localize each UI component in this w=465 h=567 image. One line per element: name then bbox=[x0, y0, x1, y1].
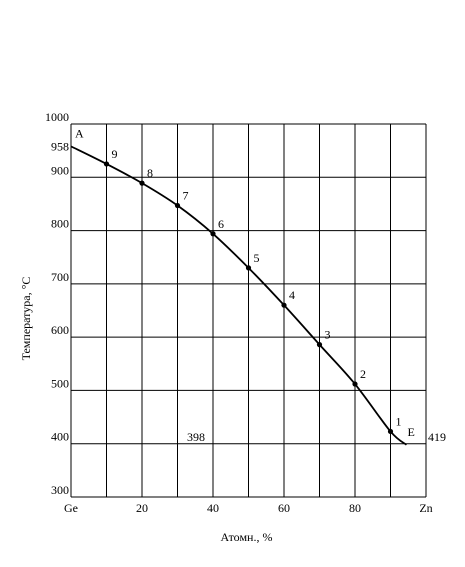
data-point-3 bbox=[316, 342, 323, 348]
x-tick-label-60: 60 bbox=[278, 501, 290, 515]
point-label-2: 2 bbox=[360, 367, 366, 381]
data-point-6 bbox=[210, 231, 216, 237]
point-label-1: 1 bbox=[396, 414, 402, 428]
data-point-8 bbox=[139, 180, 145, 186]
annotation-E: E bbox=[407, 425, 414, 439]
y-tick-label-300: 300 bbox=[51, 483, 69, 497]
data-point-1 bbox=[387, 428, 394, 435]
annotation-398: 398 bbox=[187, 430, 205, 444]
data-point-5 bbox=[245, 265, 252, 271]
y-axis-title: Температура, °C bbox=[19, 277, 33, 361]
point-label-8: 8 bbox=[147, 166, 153, 180]
liquidus-curve bbox=[70, 145, 408, 446]
data-point-2 bbox=[352, 381, 358, 387]
point-labels: 9 8 7 6 5 4 3 2 1 bbox=[112, 147, 402, 428]
liquidus-line bbox=[70, 145, 408, 446]
data-point-9 bbox=[103, 161, 110, 167]
x-tick-label-80: 80 bbox=[349, 501, 361, 515]
data-points bbox=[103, 161, 394, 435]
y-tick-label-500: 500 bbox=[51, 376, 69, 390]
point-label-9: 9 bbox=[112, 147, 118, 161]
y-tick-label-900: 900 bbox=[51, 163, 69, 177]
point-label-7: 7 bbox=[183, 189, 189, 203]
data-point-7 bbox=[174, 202, 181, 209]
y-tick-label-700: 700 bbox=[51, 270, 69, 284]
x-tick-label-20: 20 bbox=[136, 501, 148, 515]
y-tick-label-800: 800 bbox=[51, 217, 69, 231]
x-tick-label-100: Zn bbox=[419, 501, 432, 515]
x-tick-label-40: 40 bbox=[207, 501, 219, 515]
y-tick-label-400: 400 bbox=[51, 430, 69, 444]
tick-labels: 300 400 500 600 700 800 900 1000 Ge 20 40 60 80 Zn bbox=[45, 110, 433, 515]
point-label-6: 6 bbox=[218, 217, 224, 231]
data-point-4 bbox=[281, 302, 287, 308]
y-tick-label-1000: 1000 bbox=[45, 110, 69, 124]
point-label-4: 4 bbox=[289, 288, 295, 302]
annotation-958: 958 bbox=[51, 139, 69, 153]
grid bbox=[70, 123, 427, 498]
point-label-5: 5 bbox=[254, 251, 260, 265]
y-tick-label-600: 600 bbox=[51, 323, 69, 337]
x-tick-label-0: Ge bbox=[64, 501, 78, 515]
x-axis-title: Атомн., % bbox=[221, 530, 273, 544]
annotation-419: 419 bbox=[428, 430, 446, 444]
annotation-A: A bbox=[75, 126, 84, 140]
point-label-3: 3 bbox=[325, 328, 331, 342]
